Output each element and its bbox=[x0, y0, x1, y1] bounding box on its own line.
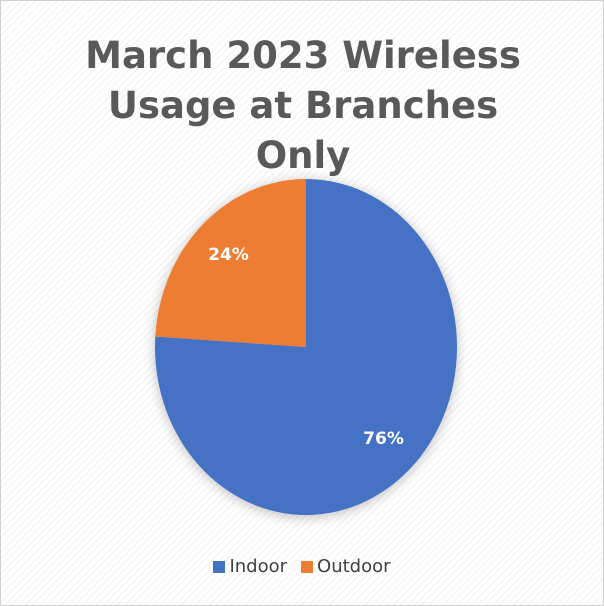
legend-label: Indoor bbox=[229, 556, 288, 577]
pie-slice bbox=[155, 179, 306, 347]
data-label: 76% bbox=[363, 429, 404, 449]
legend: Indoor Outdoor bbox=[0, 556, 604, 577]
chart-title: March 2023 Wireless Usage at Branches On… bbox=[85, 34, 521, 177]
legend-label: Outdoor bbox=[317, 556, 391, 577]
legend-swatch bbox=[301, 560, 314, 573]
pie bbox=[154, 179, 457, 515]
legend-swatch bbox=[213, 560, 226, 573]
data-label: 24% bbox=[208, 245, 249, 265]
legend-item: Outdoor bbox=[301, 556, 391, 577]
legend-item: Indoor bbox=[213, 556, 287, 577]
